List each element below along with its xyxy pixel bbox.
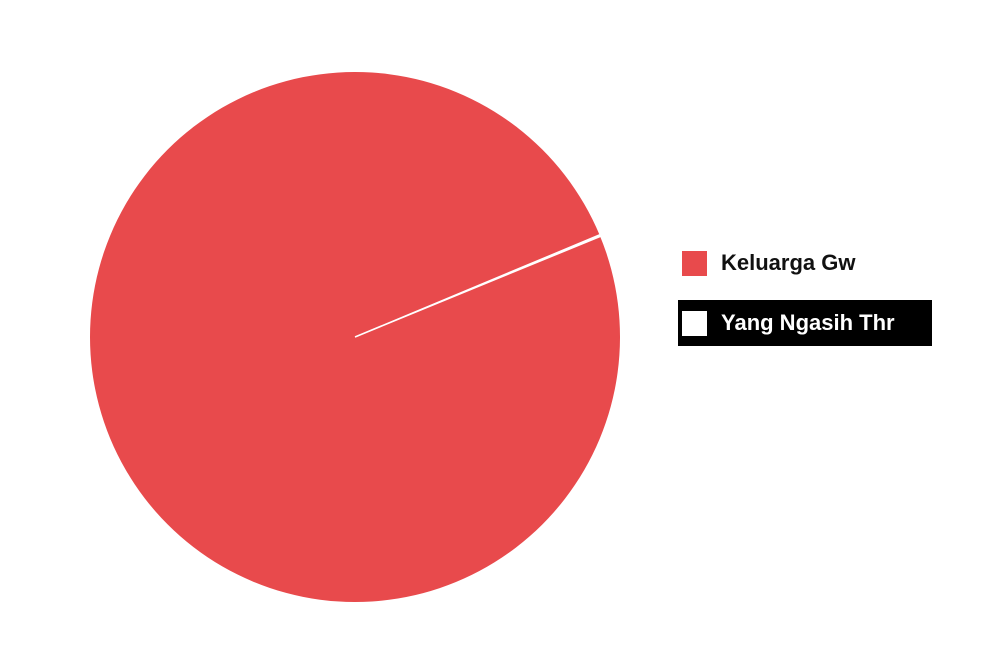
pie-slices	[90, 72, 621, 603]
legend-swatch-keluarga-gw	[682, 250, 707, 276]
pie-slice-yang-ngasih-thr	[354, 233, 602, 338]
legend-item-yang-ngasih-thr: Yang Ngasih Thr	[678, 300, 932, 346]
legend: Keluarga Gw Yang Ngasih Thr	[678, 240, 932, 360]
legend-label-keluarga-gw: Keluarga Gw	[721, 250, 856, 275]
legend-swatch-yang-ngasih-thr	[682, 310, 707, 336]
legend-item-keluarga-gw: Keluarga Gw	[678, 240, 932, 286]
legend-label-yang-ngasih-thr: Yang Ngasih Thr	[721, 310, 895, 335]
